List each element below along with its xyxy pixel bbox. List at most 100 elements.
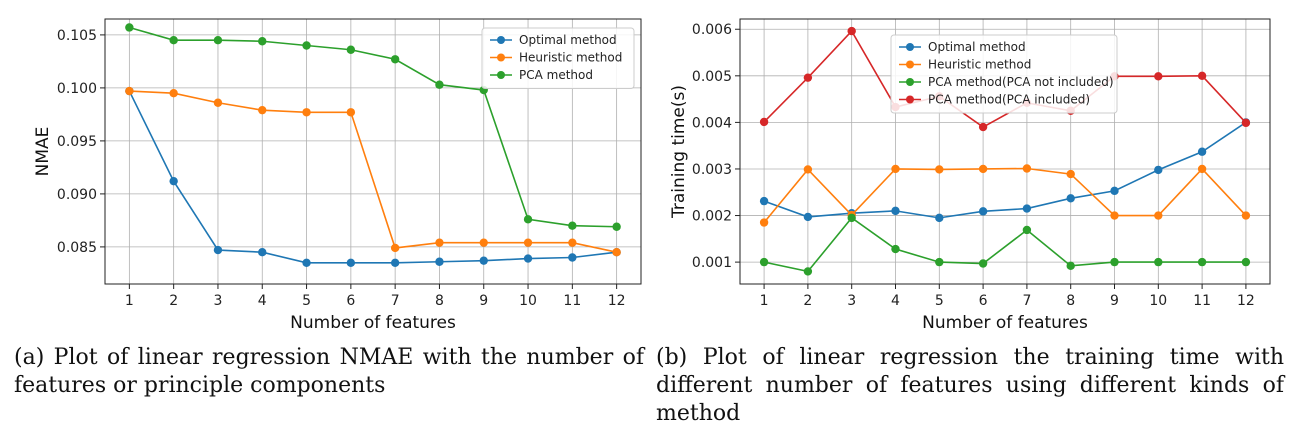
y-tick-label: 0.002 xyxy=(692,209,732,225)
data-point xyxy=(1110,211,1119,220)
x-tick-label: 1 xyxy=(125,293,134,309)
data-point xyxy=(213,98,223,107)
data-point xyxy=(258,105,267,115)
data-point xyxy=(891,206,900,216)
series-2 xyxy=(759,164,1251,227)
data-point xyxy=(258,248,267,257)
legend-swatch-marker xyxy=(906,95,914,104)
legend-swatch-marker xyxy=(497,71,505,79)
data-point xyxy=(302,108,311,117)
y-tick-label: 0.004 xyxy=(692,115,732,131)
data-point xyxy=(169,36,178,45)
legend-entry: Optimal method xyxy=(928,40,1026,54)
series-line xyxy=(763,121,1247,219)
y-tick-label: 0.105 xyxy=(57,28,97,44)
data-point xyxy=(169,89,178,98)
data-point xyxy=(1197,147,1207,156)
data-point xyxy=(803,165,813,174)
series-3 xyxy=(759,213,1251,276)
x-tick-label: 4 xyxy=(258,293,267,309)
data-point xyxy=(125,23,134,32)
chart-panel-b: 1 2 3 4 5 6 7 8 9 10 11 12 0.001 0.002 0.003 0.004 0.005… xyxy=(650,0,1312,426)
data-point xyxy=(1241,211,1251,220)
series-line xyxy=(128,90,617,264)
legend-entry: Optimal method xyxy=(519,33,617,47)
data-point xyxy=(803,267,813,276)
data-point xyxy=(1197,257,1207,267)
data-point xyxy=(523,215,533,224)
x-tick-label: 3 xyxy=(847,293,856,309)
y-tick-label: 0.095 xyxy=(57,134,97,150)
data-point xyxy=(1154,165,1163,175)
data-point xyxy=(759,257,769,267)
x-tick-label: 5 xyxy=(302,293,311,309)
data-point xyxy=(759,196,769,206)
data-point xyxy=(1066,169,1075,179)
legend-swatch-marker xyxy=(906,60,914,69)
series-line xyxy=(129,26,617,228)
data-point xyxy=(1154,211,1163,220)
data-point xyxy=(302,258,311,267)
x-tick-label: 9 xyxy=(479,293,488,309)
data-point xyxy=(1022,204,1032,213)
caption-a: (a) Plot of linear regression NMAE with … xyxy=(14,345,644,398)
x-tick-label: 6 xyxy=(979,293,988,309)
plot-frame xyxy=(104,18,642,285)
data-point xyxy=(213,245,223,255)
data-point xyxy=(302,41,311,50)
data-point xyxy=(390,258,400,267)
data-point xyxy=(390,55,400,64)
legend-entry: PCA method(PCA included) xyxy=(928,93,1090,107)
x-tick-label: 12 xyxy=(1237,293,1255,309)
data-point xyxy=(568,253,577,262)
data-point xyxy=(346,45,356,54)
data-point xyxy=(1110,186,1119,196)
legend: Optimal method Heuristic method PCA method xyxy=(481,27,635,89)
y-tick-label: 0.090 xyxy=(57,187,97,203)
y-tick-label: 0.003 xyxy=(692,162,732,178)
legend-entry: Heuristic method xyxy=(519,51,622,65)
chart-panel-a: 1 2 3 4 5 6 7 8 9 10 11 12 0.085 0.090 0.095 0.100 0.105… xyxy=(0,0,650,419)
chart-b: 1 2 3 4 5 6 7 8 9 10 11 120.0010.0020.0030.0040.005… xyxy=(669,18,1271,333)
series-1 xyxy=(759,118,1251,223)
series-2 xyxy=(125,86,621,257)
data-point xyxy=(847,213,856,223)
data-point xyxy=(978,259,988,268)
x-tick-label: 10 xyxy=(519,293,537,309)
data-point xyxy=(125,86,134,96)
data-point xyxy=(803,73,813,82)
y-tick-label: 0.100 xyxy=(57,81,97,97)
plot-frame xyxy=(739,18,1271,285)
data-point xyxy=(847,26,856,36)
data-point xyxy=(479,256,488,265)
x-tick-label: 4 xyxy=(891,293,900,309)
data-point xyxy=(479,238,488,247)
y-tick-label: 0.085 xyxy=(57,240,97,256)
data-point xyxy=(935,165,944,174)
data-point xyxy=(435,257,444,266)
series-line xyxy=(763,216,1246,273)
series-line xyxy=(763,29,1247,128)
series-1 xyxy=(125,86,621,267)
x-tick-label: 9 xyxy=(1110,293,1119,309)
data-point xyxy=(1154,257,1163,267)
data-point xyxy=(935,257,944,267)
legend-box xyxy=(890,34,1118,114)
data-point xyxy=(1066,194,1075,203)
data-point xyxy=(346,258,356,267)
legend-entry: Heuristic method xyxy=(928,58,1031,72)
x-tick-label: 7 xyxy=(1022,293,1031,309)
data-point xyxy=(803,212,813,222)
y-tick-label: 0.001 xyxy=(692,255,732,271)
legend-swatch-marker xyxy=(497,36,505,44)
y-tick-label: 0.006 xyxy=(692,22,732,38)
legend: Optimal method Heuristic method PCA method… xyxy=(890,34,1118,114)
data-point xyxy=(978,164,988,174)
data-point xyxy=(759,117,769,127)
legend-swatch-marker xyxy=(906,43,914,51)
x-tick-label: 2 xyxy=(169,293,178,309)
data-point xyxy=(1154,72,1163,81)
gridlines xyxy=(740,19,1270,284)
x-tick-label: 6 xyxy=(346,293,355,309)
data-point xyxy=(435,80,444,89)
